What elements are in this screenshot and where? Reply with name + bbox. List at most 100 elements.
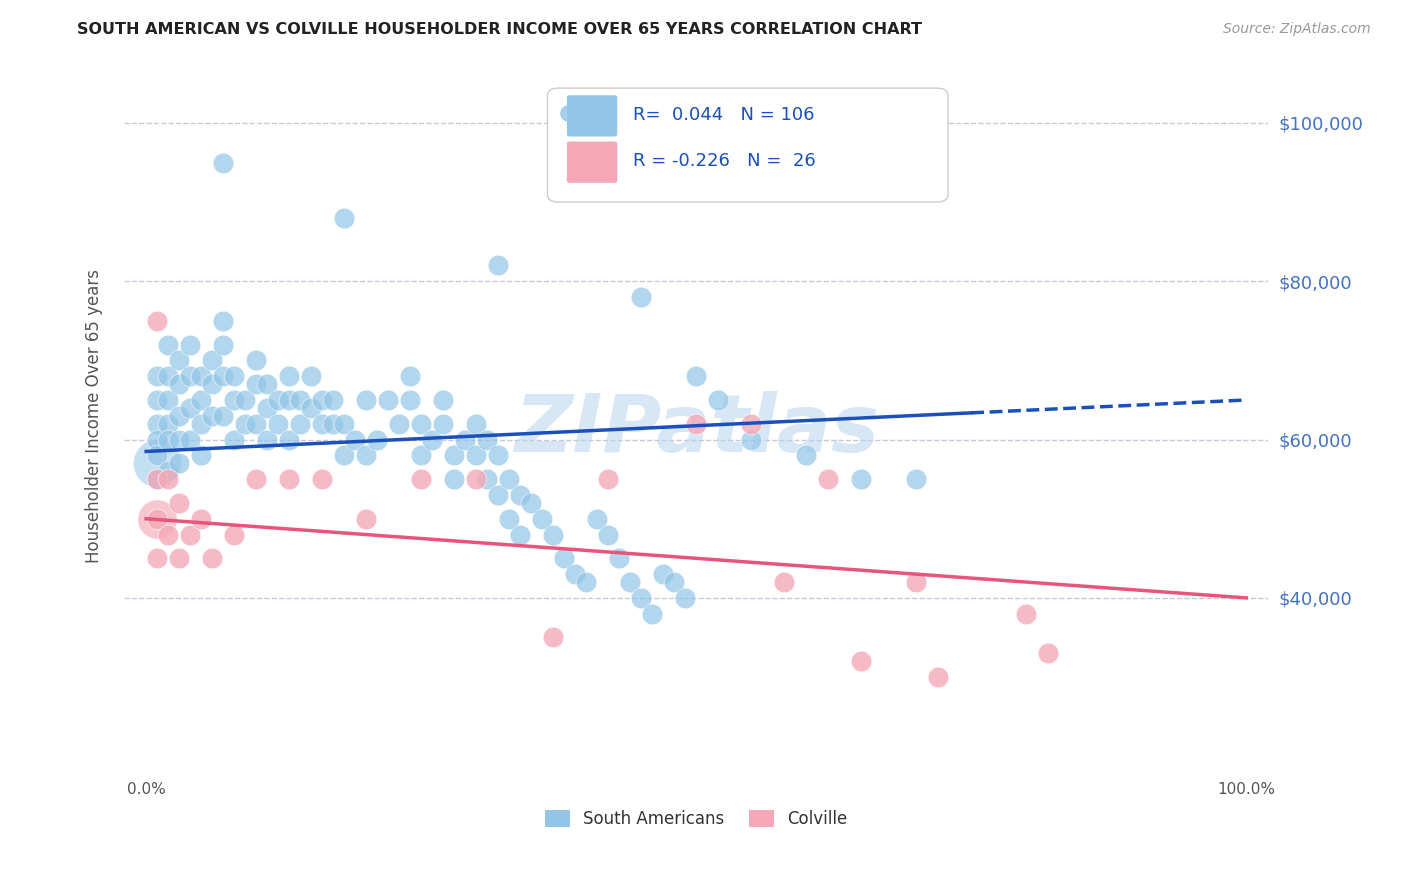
Point bbox=[288, 417, 311, 431]
Point bbox=[664, 575, 686, 590]
Point bbox=[685, 369, 707, 384]
Point bbox=[256, 401, 278, 415]
Point bbox=[256, 377, 278, 392]
Point bbox=[299, 369, 322, 384]
Point bbox=[212, 369, 235, 384]
Point bbox=[333, 449, 356, 463]
Point bbox=[179, 337, 201, 351]
Point bbox=[1038, 646, 1060, 660]
Point bbox=[201, 353, 224, 368]
Point bbox=[224, 392, 246, 407]
Point bbox=[443, 472, 465, 486]
Point bbox=[278, 433, 301, 447]
Point bbox=[212, 409, 235, 423]
Point bbox=[454, 433, 477, 447]
Point bbox=[443, 449, 465, 463]
Point bbox=[167, 353, 190, 368]
Point bbox=[541, 631, 564, 645]
Point bbox=[641, 607, 664, 621]
Point bbox=[773, 575, 796, 590]
Point bbox=[146, 417, 169, 431]
Text: SOUTH AMERICAN VS COLVILLE HOUSEHOLDER INCOME OVER 65 YEARS CORRELATION CHART: SOUTH AMERICAN VS COLVILLE HOUSEHOLDER I… bbox=[77, 22, 922, 37]
Point bbox=[486, 449, 509, 463]
Point bbox=[201, 551, 224, 566]
Point bbox=[245, 353, 267, 368]
Text: R = -0.226   N =  26: R = -0.226 N = 26 bbox=[633, 153, 815, 170]
Point bbox=[498, 472, 520, 486]
Point bbox=[322, 392, 344, 407]
Point bbox=[740, 417, 762, 431]
Point bbox=[927, 670, 949, 684]
Point bbox=[333, 211, 356, 225]
Point bbox=[619, 575, 641, 590]
Point bbox=[278, 392, 301, 407]
Point bbox=[685, 417, 707, 431]
Point bbox=[817, 472, 839, 486]
Point bbox=[157, 337, 180, 351]
Point bbox=[607, 551, 630, 566]
Point bbox=[498, 512, 520, 526]
Point bbox=[288, 392, 311, 407]
Point bbox=[509, 488, 531, 502]
Point bbox=[1015, 607, 1038, 621]
Point bbox=[278, 369, 301, 384]
Point bbox=[411, 472, 433, 486]
Text: ZIPatlas: ZIPatlas bbox=[513, 391, 879, 469]
Point bbox=[432, 392, 454, 407]
Point bbox=[598, 472, 620, 486]
Point bbox=[432, 417, 454, 431]
Point bbox=[157, 392, 180, 407]
Point bbox=[486, 259, 509, 273]
Point bbox=[465, 417, 488, 431]
Point bbox=[157, 417, 180, 431]
Point bbox=[586, 512, 609, 526]
Point bbox=[354, 512, 377, 526]
Point bbox=[905, 575, 928, 590]
Point bbox=[146, 369, 169, 384]
Point bbox=[267, 392, 290, 407]
Point bbox=[233, 417, 256, 431]
Point bbox=[190, 417, 212, 431]
Point bbox=[794, 449, 817, 463]
Point bbox=[190, 512, 212, 526]
Point bbox=[630, 290, 652, 304]
Point bbox=[190, 369, 212, 384]
Point bbox=[311, 392, 333, 407]
Point bbox=[299, 401, 322, 415]
Point bbox=[541, 527, 564, 541]
Point bbox=[157, 464, 180, 478]
Point bbox=[851, 654, 873, 668]
Point bbox=[267, 417, 290, 431]
Point bbox=[344, 433, 367, 447]
Point bbox=[486, 488, 509, 502]
Point bbox=[179, 401, 201, 415]
Point bbox=[179, 433, 201, 447]
Point bbox=[167, 377, 190, 392]
Point bbox=[673, 591, 696, 605]
Point bbox=[190, 449, 212, 463]
Point bbox=[256, 433, 278, 447]
Point bbox=[146, 512, 169, 526]
Point bbox=[146, 512, 169, 526]
Point bbox=[630, 591, 652, 605]
Point bbox=[509, 527, 531, 541]
FancyBboxPatch shape bbox=[547, 88, 948, 202]
Point bbox=[224, 527, 246, 541]
Point bbox=[157, 527, 180, 541]
Point bbox=[179, 527, 201, 541]
Point bbox=[652, 567, 675, 582]
Point bbox=[224, 433, 246, 447]
Point bbox=[477, 433, 499, 447]
Point bbox=[851, 472, 873, 486]
Point bbox=[146, 551, 169, 566]
Point bbox=[167, 409, 190, 423]
Point bbox=[224, 369, 246, 384]
Point bbox=[740, 433, 762, 447]
Point bbox=[157, 472, 180, 486]
Point bbox=[157, 369, 180, 384]
Y-axis label: Householder Income Over 65 years: Householder Income Over 65 years bbox=[86, 268, 103, 563]
Point bbox=[465, 472, 488, 486]
Point bbox=[167, 433, 190, 447]
Point bbox=[278, 472, 301, 486]
Point bbox=[212, 337, 235, 351]
